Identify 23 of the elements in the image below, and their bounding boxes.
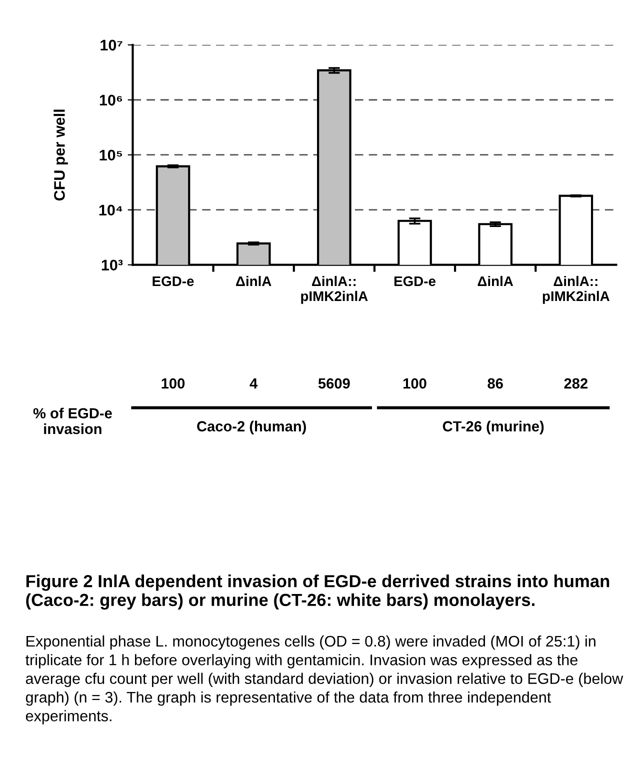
y-tick-label: 10⁶	[100, 94, 122, 106]
x-tick-label: ΔinlA:: pIMK2inlA	[542, 276, 610, 304]
text: 100	[162, 378, 185, 389]
x-tick-label: EGD-e	[394, 276, 436, 286]
y-axis-title: CFU per well	[54, 110, 68, 200]
text: Exponential phase L. monocytogenes cells (OD = 0.8) were invaded (MOI of 25:1) in triplicate for 1 h before overlaying with gentamicin. Invasion was expressed as the average cfu count per well (with standard deviation) or invasion relative to EGD-e (below graph) (n = 3). The graph is representative of the data from three independent experiments.	[26, 635, 624, 724]
y-tick-label: 10⁷	[100, 40, 122, 51]
y-tick-label: 10⁴	[99, 204, 122, 216]
x-tick-label: ΔinlA	[236, 276, 272, 286]
text: 5609	[318, 378, 350, 389]
x-tick-label: ΔinlA	[478, 276, 514, 286]
text: 4	[250, 378, 258, 388]
x-tick-label: ΔinlA:: pIMK2inlA	[301, 276, 368, 304]
y-tick-label: 10³	[102, 260, 123, 271]
text: 86	[488, 378, 503, 389]
text: % of EGD-e invasion	[33, 408, 112, 434]
text: 282	[564, 378, 588, 389]
text: CT-26 (murine)	[442, 420, 544, 434]
x-tick-label: EGD-e	[152, 276, 194, 286]
text: 100	[404, 378, 426, 389]
y-tick-label: 10⁵	[100, 150, 122, 161]
caption: Figure 2 InlA dependent invasion of EGD-e derrived strains into human (Caco-2: grey bars) or murine (CT-26: white bars) monolayers.	[26, 574, 610, 610]
text: Caco-2 (human)	[197, 420, 306, 434]
